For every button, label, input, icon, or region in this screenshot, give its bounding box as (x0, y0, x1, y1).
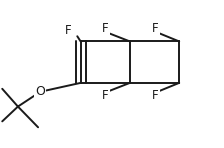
Text: F: F (102, 22, 109, 35)
Text: F: F (65, 24, 72, 37)
Text: F: F (152, 22, 159, 35)
Text: F: F (102, 89, 109, 102)
Text: O: O (35, 85, 45, 98)
Text: F: F (152, 89, 159, 102)
